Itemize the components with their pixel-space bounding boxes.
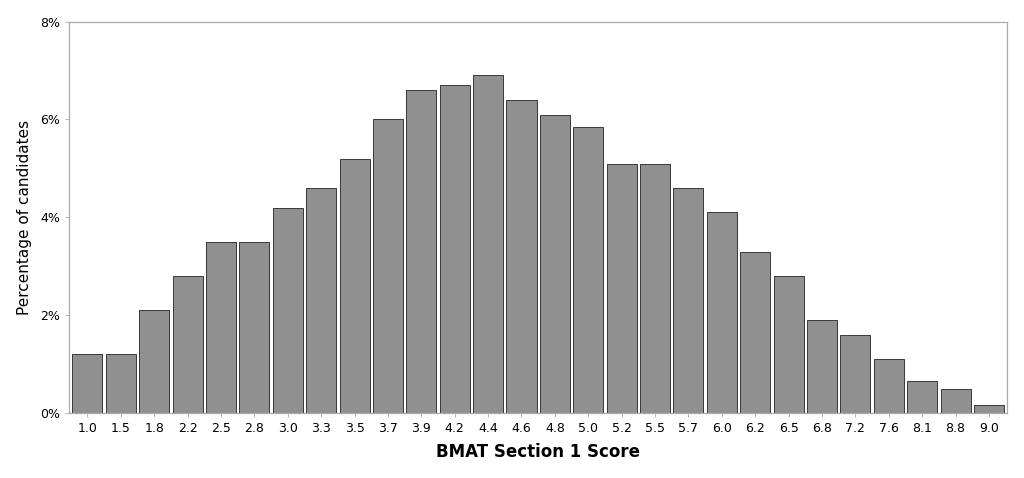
Bar (907, 381, 937, 413)
Bar (674, 188, 703, 413)
Bar (105, 354, 136, 413)
Bar (172, 276, 203, 413)
Bar (740, 251, 770, 413)
Bar (373, 120, 403, 413)
Bar (873, 359, 904, 413)
Bar (573, 127, 603, 413)
Bar (841, 335, 870, 413)
Bar (473, 76, 503, 413)
Bar (73, 354, 102, 413)
Bar (540, 115, 570, 413)
Bar (272, 207, 303, 413)
Bar (974, 405, 1004, 413)
Bar (139, 310, 169, 413)
Bar (439, 85, 470, 413)
Bar (807, 320, 837, 413)
Bar (240, 242, 269, 413)
Bar (941, 389, 971, 413)
Bar (606, 163, 637, 413)
Bar (206, 242, 236, 413)
Bar (773, 276, 804, 413)
Bar (707, 212, 737, 413)
Bar (340, 159, 370, 413)
Y-axis label: Percentage of candidates: Percentage of candidates (16, 120, 32, 315)
Bar (306, 188, 336, 413)
Bar (507, 100, 537, 413)
Bar (640, 163, 670, 413)
X-axis label: BMAT Section 1 Score: BMAT Section 1 Score (436, 443, 640, 461)
Bar (407, 90, 436, 413)
